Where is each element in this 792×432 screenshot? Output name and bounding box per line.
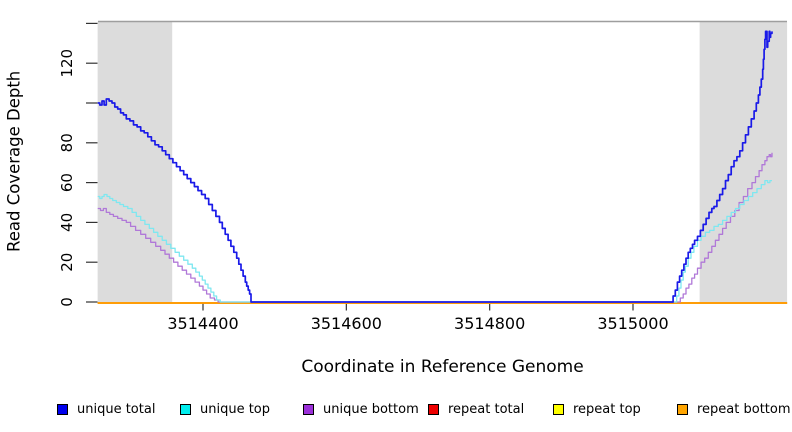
y-tick-label: 60 — [58, 173, 76, 192]
y-tick-label: 80 — [58, 133, 76, 152]
x-axis-title: Coordinate in Reference Genome — [301, 357, 584, 377]
x-tick-label: 3514600 — [311, 314, 382, 333]
x-tick-label: 3515000 — [597, 314, 668, 333]
legend-label: repeat total — [448, 401, 525, 417]
legend-item-unique-top: unique top — [180, 401, 270, 417]
series-line-unique-total — [97, 30, 773, 303]
legend-swatch — [180, 403, 191, 415]
legend-label: repeat top — [573, 401, 641, 417]
legend-swatch — [57, 403, 68, 415]
legend-label: unique bottom — [323, 401, 419, 417]
shaded-region-right — [699, 21, 788, 302]
y-axis-title: Read Coverage Depth — [4, 70, 24, 253]
legend-swatch — [677, 403, 688, 415]
x-tick-label: 3514800 — [454, 314, 525, 333]
legend-item-unique-total: unique total — [57, 401, 155, 417]
legend-label: unique total — [77, 401, 156, 417]
legend-label: repeat bottom — [697, 401, 791, 417]
legend-item-repeat-total: repeat total — [428, 401, 524, 417]
legend-item-repeat-top: repeat top — [553, 401, 641, 417]
legend-item-unique-bottom: unique bottom — [303, 401, 419, 417]
x-tick-label: 3514400 — [167, 314, 238, 333]
legend-item-repeat-bottom: repeat bottom — [677, 401, 791, 417]
y-tick-label: 0 — [58, 297, 76, 307]
series-line-unique-top — [97, 179, 772, 303]
y-tick-label: 40 — [58, 213, 76, 232]
legend-label: unique top — [200, 401, 271, 417]
legend-swatch — [303, 403, 314, 415]
legend-swatch — [428, 403, 439, 415]
legend-swatch — [553, 403, 564, 415]
y-tick-label: 20 — [58, 253, 76, 272]
shaded-region-left — [97, 21, 173, 302]
y-tick-label: 120 — [58, 49, 76, 78]
series-line-unique-bottom — [97, 152, 773, 303]
